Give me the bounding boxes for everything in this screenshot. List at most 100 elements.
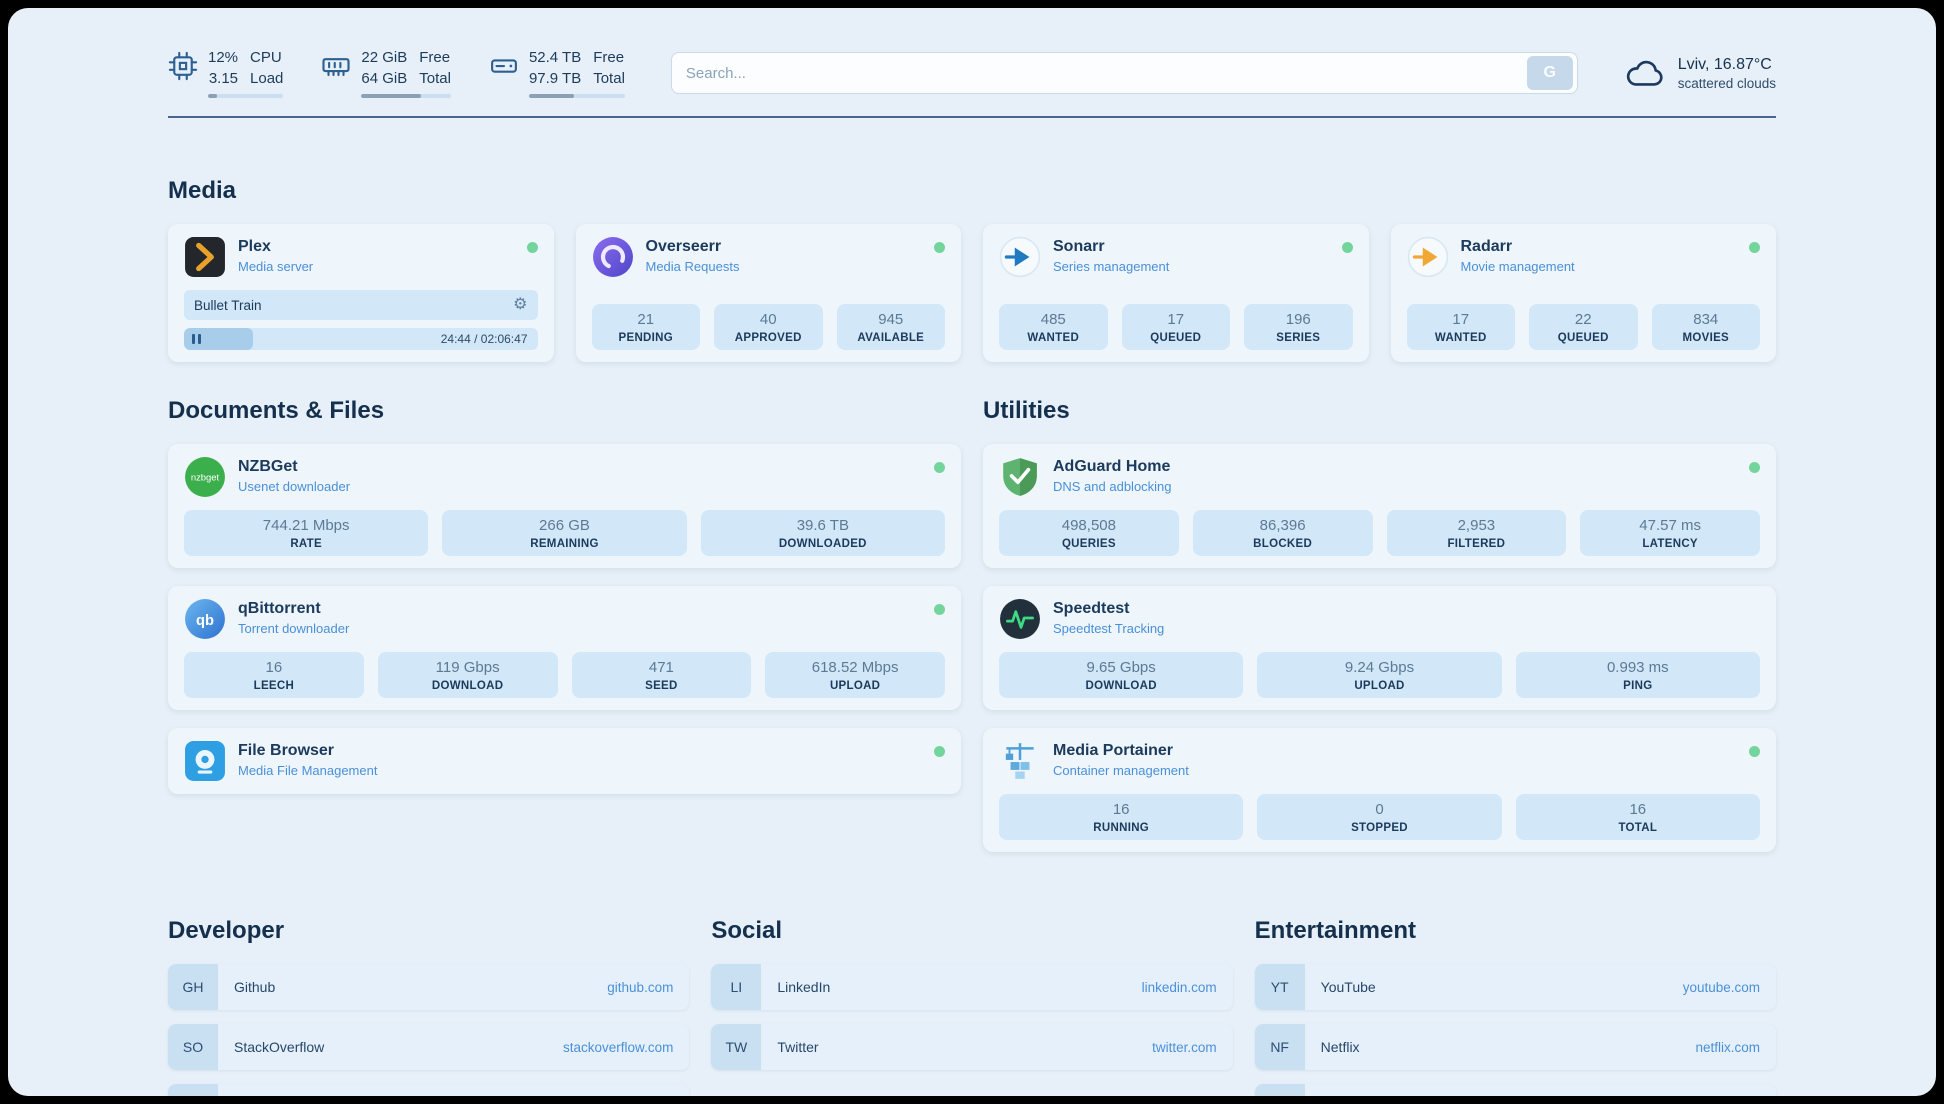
bookmark-abbr: GH [168, 964, 218, 1010]
bookmark-name: Twitter [777, 1039, 819, 1055]
bookmark-stackoverflow[interactable]: SO StackOverflow stackoverflow.com [168, 1024, 690, 1070]
service-card-speedtest[interactable]: Speedtest Speedtest Tracking 9.65 Gbps D… [983, 586, 1776, 710]
stat-ping: 0.993 ms PING [1515, 652, 1760, 698]
bookmark-url: netflix.com [1695, 1039, 1760, 1055]
now-playing-title: Bullet Train [194, 297, 262, 313]
service-description: Torrent downloader [238, 621, 350, 636]
service-card-overseerr[interactable]: Overseerr Media Requests 21 PENDING 40 A… [575, 224, 961, 362]
bookmark-abbr: DT [168, 1084, 218, 1096]
plex-icon [184, 236, 226, 278]
bookmark-url: linkedin.com [1141, 979, 1217, 995]
service-description: Media File Management [238, 763, 378, 778]
cpu-load-value: 3.15 [208, 69, 239, 87]
bookmark-linkedin[interactable]: LI LinkedIn linkedin.com [711, 964, 1233, 1010]
service-card-portainer[interactable]: Media Portainer Container management 16 … [983, 728, 1776, 852]
pause-icon [192, 334, 195, 344]
weather-widget: Lviv, 16.87°C scattered clouds [1624, 56, 1776, 91]
bookmark-twitter[interactable]: TW Twitter twitter.com [711, 1024, 1233, 1070]
service-description: Movie management [1460, 259, 1575, 274]
search-bar[interactable]: G [670, 52, 1578, 94]
status-dot [934, 462, 945, 473]
bookmark-name: LinkedIn [777, 979, 831, 995]
playback-progress-bar: 24:44 / 02:06:47 [184, 328, 538, 350]
bookmark-netflix[interactable]: NF Netflix netflix.com [1254, 1024, 1776, 1070]
memory-total-label: Total [419, 69, 451, 87]
service-name: Radarr [1460, 238, 1513, 255]
bookmark-reddit[interactable]: RE Reddit reddit.com [1254, 1084, 1776, 1096]
radarr-icon [1407, 236, 1449, 278]
sonarr-icon [999, 236, 1041, 278]
search-input[interactable] [671, 64, 1527, 82]
disk-free-value: 52.4 TB [528, 49, 582, 67]
cpu-progress-bar [208, 93, 284, 98]
cpu-icon [168, 51, 198, 81]
section-title-utilities: Utilities [983, 397, 1070, 424]
bookmark-abbr: SO [168, 1024, 218, 1070]
bookmark-group-developer: Developer GH Github github.com SO StackO… [168, 916, 690, 1096]
service-card-adguard[interactable]: AdGuard Home DNS and adblocking 498,508 … [983, 444, 1776, 568]
service-description: Container management [1053, 763, 1189, 778]
service-name: Overseerr [645, 238, 722, 255]
service-name: Media Portainer [1053, 742, 1174, 759]
bookmark-name: StackOverflow [234, 1039, 325, 1055]
overseerr-icon [592, 236, 634, 278]
bookmark-youtube[interactable]: YT YouTube youtube.com [1254, 964, 1776, 1010]
service-name: Plex [238, 238, 271, 255]
disk-total-label: Total [593, 69, 625, 87]
top-bar: 12% 3.15 CPU Load [168, 46, 1776, 100]
bookmark-url: stackoverflow.com [563, 1039, 674, 1055]
bookmark-abbr: LI [711, 964, 762, 1010]
bookmark-name: Github [234, 979, 276, 995]
bookmark-url: youtube.com [1682, 979, 1760, 995]
stat-queued: 17 QUEUED [1121, 304, 1230, 350]
service-card-nzbget[interactable]: nzbget NZBGet Usenet downloader 744.21 M… [168, 444, 961, 568]
disk-widget: 52.4 TB 97.9 TB Free Total [489, 48, 625, 98]
memory-free-value: 22 GiB [361, 49, 408, 67]
bookmark-url: github.com [607, 979, 674, 995]
status-dot [934, 604, 945, 615]
now-playing-bar: Bullet Train ⚙ [184, 290, 538, 320]
status-dot [526, 242, 538, 253]
cloud-icon [1624, 57, 1666, 89]
service-card-radarr[interactable]: Radarr Movie management 17 WANTED 22 QUE… [1390, 224, 1776, 362]
service-card-plex[interactable]: Plex Media server Bullet Train ⚙ [168, 224, 554, 362]
service-card-filebrowser[interactable]: File Browser Media File Management [168, 728, 961, 794]
gear-icon[interactable]: ⚙ [513, 296, 528, 313]
topbar-divider [168, 116, 1776, 118]
stat-leech: 16 LEECH [184, 652, 364, 698]
adguard-icon [999, 456, 1041, 498]
stat-total: 16 TOTAL [1515, 794, 1760, 840]
filebrowser-icon [184, 740, 226, 782]
section-title-media: Media [168, 177, 237, 204]
stat-queries: 498,508 QUERIES [999, 510, 1179, 556]
bookmark-name: YouTube [1320, 979, 1376, 995]
stat-downloaded: 39.6 TB DOWNLOADED [700, 510, 945, 556]
status-dot [934, 242, 945, 253]
section-media: Media Plex Media server [168, 176, 1776, 362]
section-documents: Documents & Files nzbget NZBGet Usenet d [168, 396, 961, 812]
bookmark-abbr: RE [1254, 1084, 1305, 1096]
qbittorrent-icon: qb [184, 598, 226, 640]
bookmark-abbr: YT [1254, 964, 1305, 1010]
search-provider-button[interactable]: G [1526, 56, 1573, 90]
status-dot [1749, 462, 1760, 473]
memory-free-label: Free [419, 49, 451, 67]
dashboard-page: 12% 3.15 CPU Load [8, 8, 1936, 1096]
service-card-sonarr[interactable]: Sonarr Series management 485 WANTED 17 Q… [983, 224, 1369, 362]
service-name: AdGuard Home [1053, 458, 1171, 475]
stat-wanted: 485 WANTED [999, 304, 1108, 350]
stat-movies: 834 MOVIES [1651, 304, 1760, 350]
memory-progress-bar [361, 93, 451, 98]
cpu-label: CPU [250, 49, 282, 67]
weather-condition: scattered clouds [1677, 75, 1776, 91]
cpu-usage-value: 12% [208, 49, 239, 67]
bookmark-name: Netflix [1320, 1039, 1360, 1055]
bookmark-github[interactable]: GH Github github.com [168, 964, 690, 1010]
stat-wanted: 17 WANTED [1406, 304, 1515, 350]
stat-series: 196 SERIES [1244, 304, 1353, 350]
bookmark-abbr: NF [1254, 1024, 1305, 1070]
bookmark-dev[interactable]: DT DEV dev.to [168, 1084, 690, 1096]
memory-widget: 22 GiB 64 GiB Free Total [321, 48, 451, 98]
load-label: Load [250, 69, 284, 87]
service-card-qbittorrent[interactable]: qb qBittorrent Torrent downloader 16 LEE… [168, 586, 961, 710]
